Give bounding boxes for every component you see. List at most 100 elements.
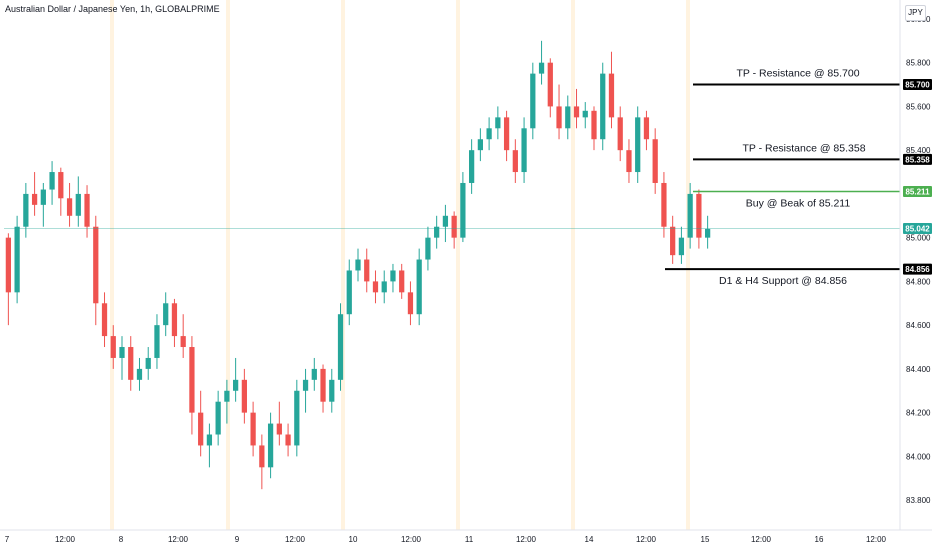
candle-body	[469, 150, 475, 183]
candle-body	[364, 259, 370, 282]
candle-body	[311, 368, 317, 380]
candle-body	[390, 270, 396, 282]
candle-body	[136, 368, 143, 380]
candle-body	[442, 215, 449, 227]
candle-body	[512, 150, 518, 173]
candle-body	[241, 379, 247, 413]
candle-body	[521, 128, 527, 173]
x-tick-label: 12:00	[168, 535, 189, 544]
annotation-label: TP - Resistance @ 85.358	[742, 142, 865, 154]
session-markers	[110, 0, 690, 530]
session-marker-10	[341, 0, 345, 530]
candle-body	[75, 193, 81, 216]
candle-body	[346, 270, 352, 315]
y-tick-label: 85.800	[906, 59, 931, 68]
y-tick-label: 85.000	[906, 234, 931, 243]
candle-body	[302, 379, 309, 391]
time-axis[interactable]: 7 12:00 8 12:00 9 12:00 10 12:00 11 12:00 14 12:00 1…	[5, 535, 887, 544]
candle-body	[495, 117, 501, 129]
y-tick-label: 84.800	[906, 277, 931, 286]
x-tick-label: 10	[349, 535, 358, 544]
candle-body	[687, 193, 693, 238]
candle-body	[101, 303, 108, 337]
session-marker-9	[226, 0, 230, 530]
candle-body	[23, 193, 29, 227]
candle-body	[276, 423, 282, 435]
candle-body	[84, 193, 90, 227]
currency-badge[interactable]: JPY	[905, 5, 926, 21]
candle-body	[486, 128, 492, 140]
candle-body	[477, 139, 483, 151]
candle-body	[58, 172, 64, 199]
candle-body	[643, 117, 650, 140]
x-tick-label: 16	[815, 535, 824, 544]
x-tick-label: 14	[585, 535, 594, 544]
candle-body	[582, 110, 588, 118]
candle-body	[573, 106, 580, 118]
candle-body	[110, 336, 116, 358]
x-tick-label: 12:00	[866, 535, 887, 544]
price-tag-label: 85.358	[905, 155, 930, 164]
candle-body	[399, 270, 405, 293]
candle-body	[503, 117, 510, 151]
x-tick-label: 12:00	[401, 535, 422, 544]
annotation-label: D1 & H4 Support @ 84.856	[719, 275, 847, 287]
y-tick-label: 84.200	[906, 409, 931, 418]
candle-body	[14, 226, 20, 293]
candle-body	[591, 110, 597, 140]
candle-body	[145, 357, 151, 369]
candle-body	[705, 228, 711, 238]
price-tag	[903, 186, 932, 198]
x-tick-label: 12:00	[636, 535, 657, 544]
x-tick-label: 12:00	[55, 535, 76, 544]
candle-body	[66, 198, 73, 216]
price-tag	[903, 263, 932, 275]
y-tick-label: 84.600	[906, 321, 931, 330]
candle-body	[224, 390, 230, 402]
candle-body	[198, 412, 204, 446]
x-tick-label: 12:00	[516, 535, 537, 544]
candle-body	[189, 347, 195, 413]
x-tick-label: 8	[119, 535, 124, 544]
candle-body	[547, 62, 553, 107]
candle-body	[267, 423, 274, 468]
candle-body	[337, 314, 344, 380]
candle-body	[407, 292, 414, 315]
candle-body	[556, 106, 562, 129]
annotation-label: TP - Resistance @ 85.700	[736, 68, 859, 80]
y-tick-label: 84.400	[906, 365, 931, 374]
candle-body	[608, 73, 615, 118]
y-tick-label: 83.800	[906, 496, 931, 505]
candles	[5, 40, 711, 490]
candle-body	[31, 193, 38, 205]
candle-body	[206, 434, 213, 446]
candle-body	[600, 73, 606, 140]
candle-body	[285, 434, 291, 446]
candle-body	[163, 303, 169, 326]
candle-body	[635, 117, 641, 173]
annotations: TP - Resistance @ 85.700 TP - Resistance …	[665, 68, 900, 287]
candle-body	[329, 379, 335, 402]
price-tag-label: 85.211	[905, 188, 930, 197]
candle-body	[530, 73, 536, 129]
price-tag-label: 85.700	[905, 81, 930, 90]
candle-body	[434, 226, 440, 238]
candle-body	[320, 368, 326, 402]
candle-body	[538, 62, 545, 74]
candle-body	[294, 390, 300, 446]
candle-body	[40, 189, 46, 205]
y-tick-label: 85.600	[906, 102, 931, 111]
session-marker-14	[571, 0, 575, 530]
y-tick-label: 84.000	[906, 452, 931, 461]
candle-body	[617, 117, 623, 151]
price-tag-label: 84.856	[905, 265, 930, 274]
last-price-tag-label: 85.042	[905, 224, 930, 233]
candle-body	[233, 379, 239, 391]
price-tags: 85.700 85.358 85.211 84.856 85.042	[903, 79, 932, 275]
last-price-tag	[903, 222, 932, 234]
candle-body	[119, 347, 125, 358]
candle-body	[154, 325, 160, 358]
candle-body	[5, 237, 11, 293]
candle-body	[259, 445, 265, 468]
